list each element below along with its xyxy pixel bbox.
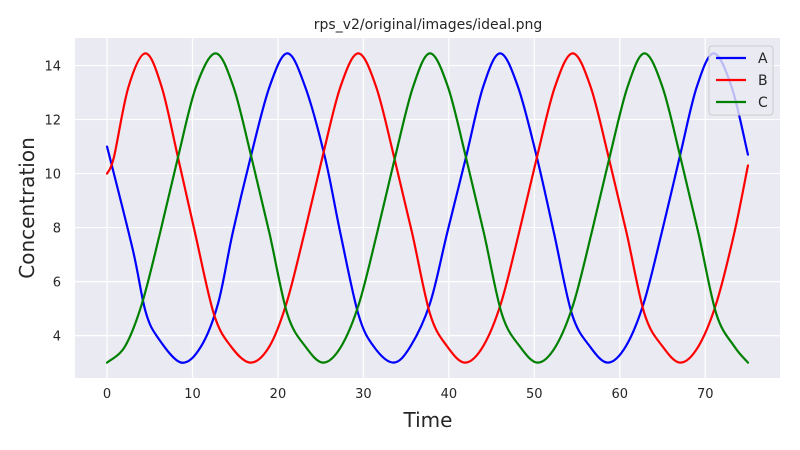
- legend-label-B: B: [758, 73, 768, 89]
- plot-area: [75, 38, 780, 378]
- legend-label-C: C: [758, 95, 768, 111]
- x-tick-label: 40: [441, 387, 458, 402]
- axis-ticks: 0 10 20 30 40 50 60 70 4 6 8 10 12 14: [44, 60, 713, 402]
- x-tick-label: 10: [184, 387, 201, 402]
- y-tick-label: 14: [44, 60, 61, 75]
- series-lines: [105, 52, 750, 364]
- y-tick-label: 8: [53, 222, 61, 237]
- series-line-B: [105, 52, 750, 364]
- legend-items: ABC: [716, 51, 768, 111]
- x-tick-label: 0: [103, 387, 111, 402]
- series-line-A: [105, 52, 750, 364]
- x-tick-label: 70: [697, 387, 714, 402]
- grid-lines: [75, 38, 780, 378]
- x-tick-label: 60: [611, 387, 628, 402]
- x-tick-label: 50: [526, 387, 543, 402]
- series-line-C: [105, 52, 750, 364]
- y-axis-label: Concentration: [15, 137, 39, 278]
- x-axis-label: Time: [403, 408, 453, 432]
- x-tick-label: 30: [355, 387, 372, 402]
- x-tick-label: 20: [270, 387, 287, 402]
- y-tick-label: 6: [53, 276, 61, 291]
- y-tick-label: 10: [44, 168, 61, 183]
- y-tick-label: 4: [53, 330, 61, 345]
- legend: ABC: [708, 45, 774, 116]
- legend-label-A: A: [758, 51, 768, 67]
- y-tick-label: 12: [44, 114, 61, 129]
- chart-title: rps_v2/original/images/ideal.png: [314, 17, 542, 33]
